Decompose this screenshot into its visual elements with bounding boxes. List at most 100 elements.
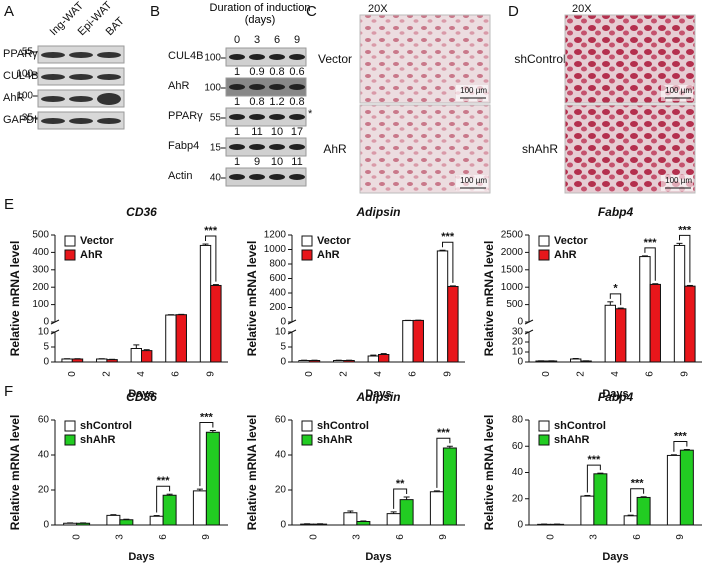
- mw-marker: 35: [22, 113, 34, 124]
- legend-swatch: [64, 434, 76, 446]
- band: [41, 96, 65, 102]
- legend-swatch: [301, 249, 313, 261]
- mw-marker: 100: [16, 69, 33, 80]
- quantification: 10: [271, 156, 283, 168]
- y-tick-label: 20: [512, 337, 524, 348]
- protein-name: Fabp4: [168, 140, 199, 152]
- bar: [205, 431, 220, 526]
- quantification: 11: [251, 126, 262, 138]
- bar: [604, 304, 616, 363]
- lane-label: 0: [234, 34, 240, 46]
- bar: [429, 491, 444, 526]
- chart-title: CD36: [126, 205, 157, 219]
- x-tick-label: 9: [438, 534, 449, 540]
- mw-marker: 100: [204, 53, 221, 64]
- x-tick-label: 0: [545, 534, 556, 540]
- significance-label: ***: [674, 430, 688, 442]
- significance-label: **: [396, 478, 405, 490]
- y-tick-label: 0: [43, 520, 49, 531]
- quantification: 9: [254, 156, 260, 168]
- quantification: 0.8: [269, 66, 284, 78]
- mw-marker: 15: [210, 143, 222, 154]
- legend-swatch: [64, 420, 76, 432]
- y-tick-label: 10: [38, 327, 50, 338]
- band: [249, 54, 265, 60]
- bar: [343, 512, 358, 526]
- legend-label: shAhR: [554, 434, 590, 446]
- y-tick-label: 500: [506, 299, 523, 310]
- legend-label: Vector: [80, 235, 114, 247]
- protein-name: AhR: [3, 92, 24, 104]
- bar: [593, 473, 608, 526]
- bar: [162, 494, 177, 526]
- legend-swatch: [64, 249, 76, 261]
- bar: [76, 522, 91, 526]
- band: [97, 74, 121, 80]
- x-tick-label: 9: [205, 371, 216, 377]
- bar: [436, 250, 449, 363]
- x-tick-label: 9: [679, 371, 690, 377]
- panel-label: C: [306, 3, 317, 20]
- x-tick-label: 6: [632, 534, 643, 540]
- panel-label: A: [4, 3, 14, 20]
- y-tick-label: 300: [32, 264, 49, 275]
- lane-label: 6: [274, 34, 280, 46]
- bar: [623, 515, 638, 526]
- x-tick-label: 0: [71, 534, 82, 540]
- bar: [636, 496, 651, 526]
- x-tick-label: 9: [675, 534, 686, 540]
- band: [229, 84, 245, 90]
- y-tick-label: 0: [280, 317, 286, 328]
- x-axis-label: Days: [128, 551, 154, 563]
- quantification: 1.2: [269, 96, 284, 108]
- mw-marker: 40: [210, 173, 222, 184]
- band: [69, 52, 93, 58]
- x-tick-label: 4: [373, 371, 384, 377]
- bar: [333, 360, 345, 363]
- bar: [412, 319, 424, 363]
- x-axis-label: Days: [602, 551, 628, 563]
- significance-bracket: [199, 422, 214, 487]
- blot: [225, 77, 307, 97]
- band: [69, 96, 93, 102]
- band: [269, 114, 285, 120]
- y-tick-label: 20: [512, 493, 524, 504]
- y-tick-label: 0: [517, 357, 523, 368]
- bar: [684, 285, 696, 363]
- bar: [402, 320, 414, 363]
- x-tick-label: 2: [576, 371, 587, 377]
- protein-name: CUL4B: [168, 50, 203, 62]
- x-tick-label: 0: [67, 371, 78, 377]
- legend-label: AhR: [317, 249, 340, 261]
- significance-label: ***: [204, 225, 218, 237]
- bar: [130, 348, 142, 363]
- y-tick-label: 200: [269, 302, 286, 313]
- x-tick-label: 6: [158, 534, 169, 540]
- y-tick-label: 20: [38, 485, 50, 496]
- scale-bg: [661, 175, 693, 191]
- y-axis-label: Relative mRNA level: [245, 241, 259, 357]
- blot-header-text: Duration of induction (days): [209, 2, 311, 26]
- lane-label: 9: [294, 34, 300, 46]
- band: [289, 84, 305, 90]
- y-tick-label: 20: [275, 485, 287, 496]
- lane-label: 3: [254, 34, 260, 46]
- scale-bar-label: 100 µm: [460, 176, 487, 185]
- quantification: 11: [291, 156, 302, 168]
- bar: [61, 358, 73, 363]
- panel-label: F: [4, 383, 13, 400]
- legend-swatch: [301, 235, 313, 247]
- quantification: 0.8: [289, 96, 304, 108]
- y-axis-label: Relative mRNA level: [8, 241, 22, 357]
- bar: [580, 495, 595, 526]
- magnification: 20X: [368, 3, 388, 15]
- band: [41, 118, 65, 124]
- legend-swatch: [538, 235, 550, 247]
- bar: [210, 284, 222, 363]
- band: [269, 144, 285, 150]
- y-tick-label: 0: [43, 317, 49, 328]
- significance-label: ***: [441, 231, 455, 243]
- significance-bracket: [442, 241, 454, 283]
- row-name: AhR: [323, 142, 347, 156]
- legend-label: shControl: [317, 420, 369, 432]
